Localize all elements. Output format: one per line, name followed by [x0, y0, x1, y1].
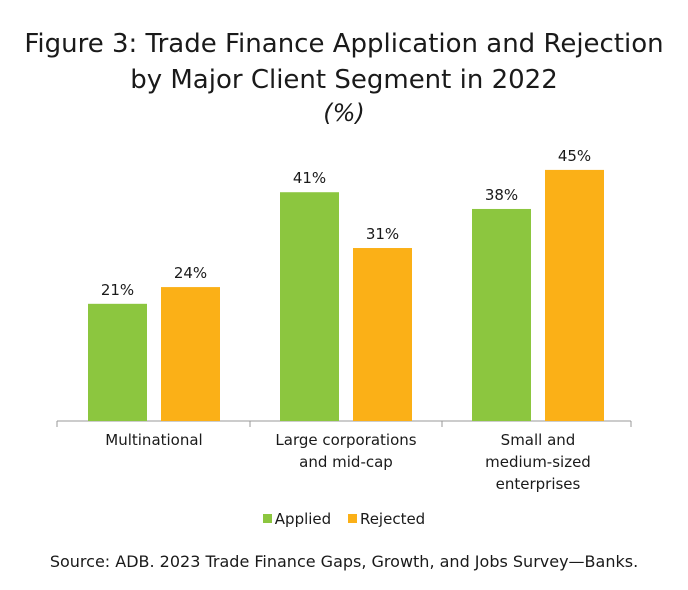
chart-title-line-2: by Major Client Segment in 2022: [130, 65, 558, 95]
bar-rejected-2: [545, 169, 604, 421]
legend-swatch-applied: [262, 514, 272, 523]
legend-item-rejected: Rejected: [347, 509, 426, 529]
legend-item-applied: Applied: [262, 509, 332, 529]
legend-label-rejected: Rejected: [359, 510, 426, 528]
category-label-2-line-1: medium-sized: [485, 453, 591, 471]
bar-applied-2: [472, 208, 531, 421]
bar-applied-1: [280, 192, 339, 421]
bar-chart: 21% 24% Multinational 41% 31% Large corporati…: [56, 147, 632, 493]
legend-swatch-rejected: [347, 514, 357, 523]
data-label-applied-2: 38%: [485, 186, 518, 204]
data-label-rejected-0: 24%: [174, 264, 207, 282]
bar-applied-0: [88, 303, 147, 421]
data-label-applied-0: 21%: [101, 281, 134, 299]
category-label-1-line-0: Large corporations: [275, 431, 416, 449]
category-label-0-line-0: Multinational: [105, 431, 202, 449]
legend: Applied Rejected: [0, 509, 688, 529]
legend-label-applied: Applied: [274, 510, 332, 528]
category-label-2-line-2: enterprises: [496, 475, 581, 493]
bar-rejected-0: [161, 287, 220, 421]
chart-unit: (%): [323, 99, 365, 127]
data-label-rejected-2: 45%: [558, 147, 591, 165]
data-label-applied-1: 41%: [293, 169, 326, 187]
bar-rejected-1: [353, 248, 412, 421]
data-label-rejected-1: 31%: [366, 225, 399, 243]
category-label-1-line-1: and mid-cap: [299, 453, 393, 471]
category-label-2-line-0: Small and: [501, 431, 576, 449]
source-note: Source: ADB. 2023 Trade Finance Gaps, Gr…: [49, 552, 639, 571]
chart-title-line-1: Figure 3: Trade Finance Application and …: [24, 29, 664, 59]
